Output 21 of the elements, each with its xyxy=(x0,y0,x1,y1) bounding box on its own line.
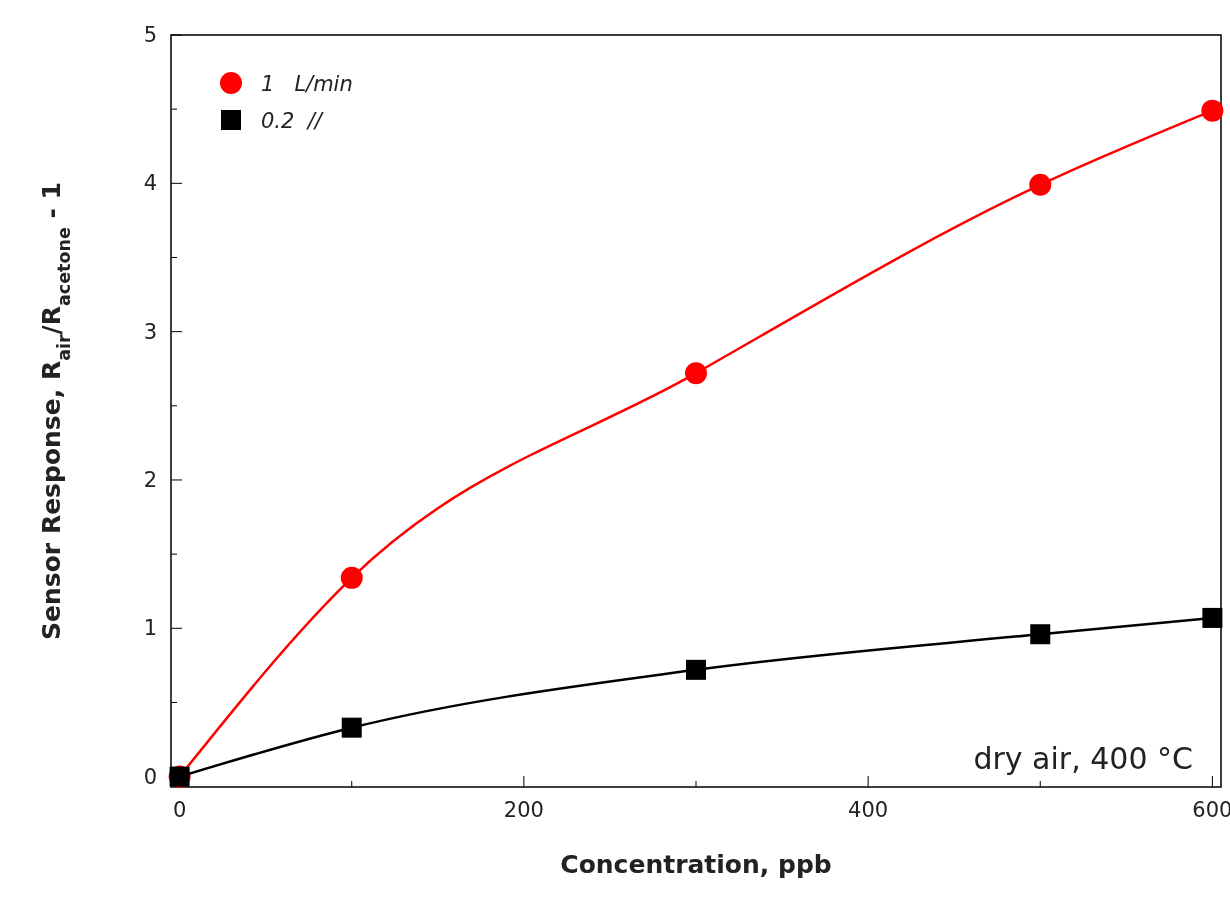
point xyxy=(340,566,363,589)
annotation: dry air, 400 °C xyxy=(973,741,1193,776)
y-tick-label: 2 xyxy=(143,467,157,492)
y-tick-label: 0 xyxy=(143,764,157,789)
point xyxy=(686,659,706,680)
x-tick-label: 0 xyxy=(172,798,187,822)
x-tick-label: 200 xyxy=(503,798,544,822)
x-axis-title: Concentration, ppb xyxy=(560,850,832,879)
y-tick-label: 4 xyxy=(143,171,157,196)
point xyxy=(1201,99,1224,122)
point xyxy=(1029,173,1052,196)
y-tick-label: 3 xyxy=(143,319,157,344)
y-tick-label: 1 xyxy=(143,616,157,641)
legend-label: 0.2 // xyxy=(261,109,324,133)
point xyxy=(1202,607,1223,628)
x-tick-label: 400 xyxy=(848,798,889,822)
point xyxy=(1030,624,1051,645)
point xyxy=(685,362,707,385)
legend-label: 1 L/min xyxy=(261,72,353,96)
point xyxy=(341,717,362,738)
y-tick-label: 5 xyxy=(143,23,157,47)
